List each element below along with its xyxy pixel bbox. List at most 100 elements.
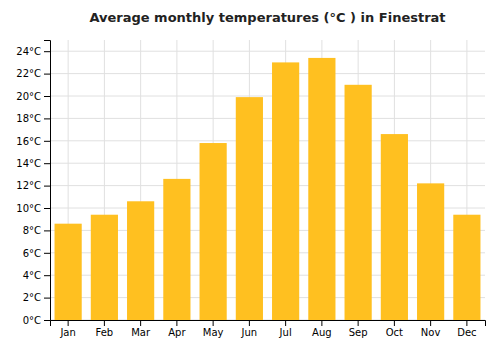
y-tick: 8°C [23, 225, 50, 236]
x-tick-mark [321, 320, 322, 326]
x-tick-label: Apr [168, 327, 186, 338]
y-tick-label: 10°C [16, 203, 41, 214]
x-tick-mark [176, 320, 177, 326]
y-tick-label: 0°C [23, 315, 41, 326]
y-axis-line [44, 41, 51, 321]
x-tick: May [203, 320, 224, 338]
grid-line-y [50, 73, 485, 74]
y-tick-mark [44, 275, 50, 276]
x-tick: Dec [457, 320, 476, 338]
y-tick-mark [44, 186, 50, 187]
y-tick-label: 6°C [23, 248, 41, 259]
grid [50, 40, 485, 320]
y-tick-mark [44, 163, 50, 164]
x-tick: Apr [168, 320, 186, 338]
x-tick-label: Jul [279, 327, 292, 338]
x-tick: Jan [59, 320, 75, 338]
y-tick-mark [44, 118, 50, 119]
bar [127, 201, 154, 320]
x-tick-mark [249, 320, 250, 326]
x-tick-label: Feb [96, 327, 114, 338]
bar [55, 224, 82, 320]
bar [200, 143, 227, 320]
x-tick-mark [68, 320, 69, 326]
bar [272, 62, 299, 320]
grid-line-y [50, 96, 485, 97]
bar [308, 58, 335, 320]
y-tick: 20°C [16, 91, 50, 102]
x-tick-label: Oct [386, 327, 403, 338]
x-tick-mark [466, 320, 467, 326]
y-axis: 0°C 2°C 4°C 6°C 8°C 10°C 12°C 14°C 16°C 18°C 20°C 2… [16, 41, 50, 326]
x-tick-label: Aug [312, 327, 332, 338]
grid-line-y [50, 140, 485, 141]
y-tick-mark [44, 208, 50, 209]
y-tick-label: 2°C [23, 292, 41, 303]
y-tick-mark [44, 74, 50, 75]
y-tick: 2°C [23, 292, 50, 303]
y-tick-mark [44, 230, 50, 231]
x-tick-label: May [203, 327, 224, 338]
x-tick-mark [104, 320, 105, 326]
x-tick-mark [430, 320, 431, 326]
y-tick-label: 20°C [16, 91, 41, 102]
y-tick: 12°C [16, 180, 50, 191]
grid-line-y [50, 163, 485, 164]
y-tick: 10°C [16, 203, 50, 214]
y-tick-mark [44, 298, 50, 299]
x-tick: Nov [421, 320, 441, 338]
x-tick: Mar [131, 320, 151, 338]
y-tick: 24°C [16, 46, 50, 57]
x-tick: Sep [349, 320, 368, 338]
bar [453, 215, 480, 320]
y-tick: 4°C [23, 270, 50, 281]
bar [417, 183, 444, 320]
x-tick-mark [140, 320, 141, 326]
y-tick-label: 4°C [23, 270, 41, 281]
y-tick: 6°C [23, 248, 50, 259]
x-tick-mark [394, 320, 395, 326]
y-tick: 16°C [16, 136, 50, 147]
x-tick-label: Jun [241, 327, 258, 338]
title: Average monthly temperatures (°C ) in Fi… [89, 10, 445, 25]
y-tick-label: 14°C [16, 158, 41, 169]
x-tick-label: Jan [59, 327, 75, 338]
y-tick-mark [44, 96, 50, 97]
y-tick-mark [44, 253, 50, 254]
grid-line-y [50, 51, 485, 52]
y-tick-label: 22°C [16, 68, 41, 79]
x-tick-label: Dec [457, 327, 476, 338]
y-tick: 0°C [23, 315, 50, 326]
x-tick-mark [358, 320, 359, 326]
bar [381, 134, 408, 320]
y-tick: 18°C [16, 113, 50, 124]
x-tick: Feb [96, 320, 114, 338]
y-tick: 14°C [16, 158, 50, 169]
bar [91, 215, 118, 320]
y-tick: 22°C [16, 68, 50, 79]
bars [55, 58, 481, 320]
y-tick-mark [44, 320, 50, 321]
x-tick-mark [285, 320, 286, 326]
x-axis-line [51, 321, 486, 327]
y-tick-label: 12°C [16, 180, 41, 191]
y-tick-label: 8°C [23, 225, 41, 236]
bar [163, 179, 190, 320]
grid-line-y [50, 118, 485, 119]
x-tick: Jul [279, 320, 292, 338]
x-tick: Aug [312, 320, 332, 338]
y-tick-mark [44, 51, 50, 52]
bar [236, 97, 263, 320]
y-tick-label: 24°C [16, 46, 41, 57]
x-tick-label: Sep [349, 327, 368, 338]
chart: Jan Feb Mar Apr May Jun Jul Aug Sep Oct Nov Dec 0°C 2… [0, 0, 500, 350]
x-tick: Jun [241, 320, 258, 338]
x-tick-label: Mar [131, 327, 151, 338]
x-tick-mark [213, 320, 214, 326]
y-tick-mark [44, 141, 50, 142]
x-axis: Jan Feb Mar Apr May Jun Jul Aug Sep Oct Nov Dec [51, 320, 486, 338]
x-tick: Oct [386, 320, 403, 338]
y-tick-label: 18°C [16, 113, 41, 124]
plot: Jan Feb Mar Apr May Jun Jul Aug Sep Oct Nov Dec 0°C 2… [16, 40, 485, 338]
y-tick-label: 16°C [16, 136, 41, 147]
